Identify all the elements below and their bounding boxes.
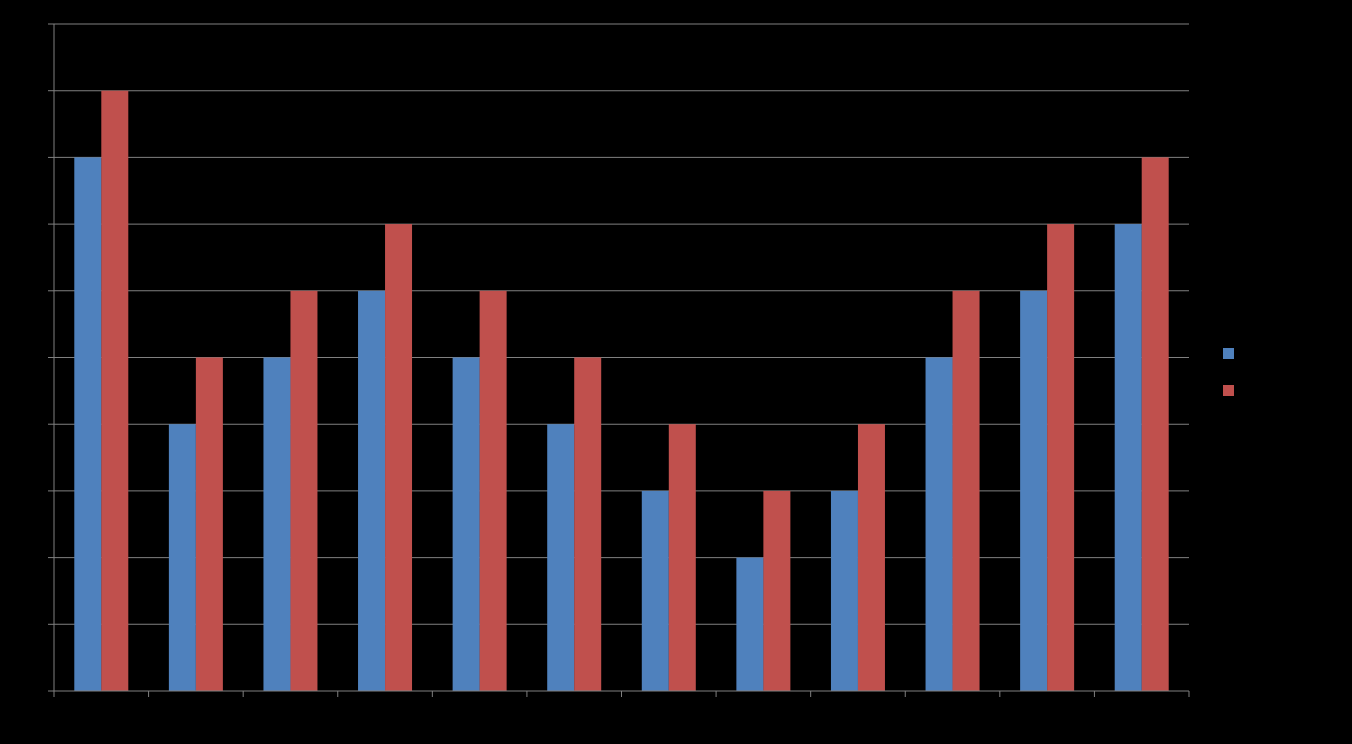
bar-series-1-category-10	[925, 357, 953, 691]
bar-series-2-category-5	[479, 290, 507, 691]
bar-series-2-category-7	[668, 424, 696, 691]
bar-series-2-category-8	[763, 490, 791, 691]
bar-series-1-category-8	[736, 557, 764, 691]
bar-series-2-category-6	[574, 357, 602, 691]
bar-series-1-category-3	[263, 357, 291, 691]
legend-swatch-series-1	[1223, 348, 1234, 359]
bar-series-2-category-4	[385, 224, 413, 691]
bar-series-2-category-11	[1047, 224, 1075, 691]
bar-series-1-category-11	[1020, 290, 1048, 691]
bar-series-1-category-5	[452, 357, 480, 691]
bar-series-2-category-1	[101, 90, 129, 691]
bar-series-2-category-2	[195, 357, 223, 691]
bar-series-1-category-9	[830, 490, 858, 691]
bar-series-2-category-3	[290, 290, 318, 691]
bar-series-1-category-4	[358, 290, 386, 691]
bar-series-2-category-10	[952, 290, 980, 691]
bar-series-1-category-6	[547, 424, 575, 691]
bar-series-1-category-2	[168, 424, 196, 691]
legend	[1223, 348, 1234, 396]
bar-series-1-category-12	[1114, 224, 1142, 691]
legend-swatch-series-2	[1223, 385, 1234, 396]
gridlines	[54, 23, 1189, 625]
axes	[48, 23, 1190, 697]
bars	[74, 90, 1169, 691]
bar-series-1-category-1	[74, 157, 102, 691]
bar-series-1-category-7	[641, 490, 669, 691]
bar-series-2-category-9	[857, 424, 885, 691]
bar-series-2-category-12	[1141, 157, 1169, 691]
